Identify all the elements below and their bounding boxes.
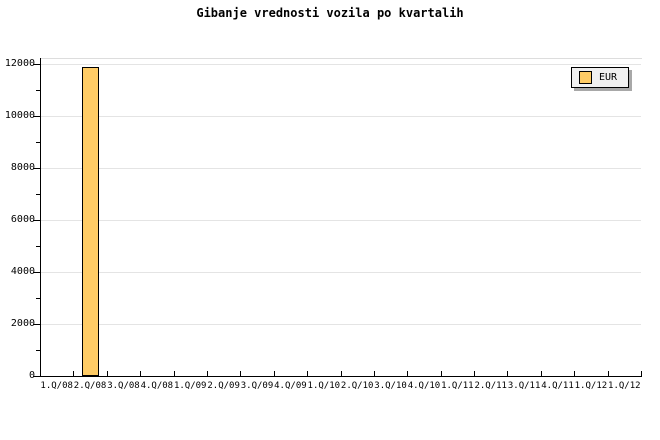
gridline: [41, 64, 641, 65]
gridline: [41, 272, 641, 273]
x-axis-tick: [73, 371, 74, 376]
legend-swatch-eur: [579, 71, 592, 84]
x-axis-tick: [608, 371, 609, 376]
x-axis-tick: [541, 371, 542, 376]
y-axis-tick-label: 12000: [4, 58, 35, 69]
x-axis-tick: [307, 371, 308, 376]
x-axis-tick-label: 1.Q/11: [441, 381, 474, 391]
x-axis-tick: [507, 371, 508, 376]
x-axis-tick-label: 2.Q/08: [73, 381, 107, 391]
y-axis-tick: [33, 272, 40, 273]
chart-title: Gibanje vrednosti vozila po kvartalih: [196, 6, 464, 20]
x-axis-tick: [374, 371, 375, 376]
gridline: [41, 220, 641, 221]
y-axis-minor-tick: [36, 142, 40, 143]
y-axis-minor-tick: [36, 246, 40, 247]
x-axis-tick-label: 2.Q/10: [340, 381, 374, 391]
x-axis-tick-label: 1.Q/10: [307, 381, 341, 391]
y-axis-tick-label: 6000: [10, 214, 35, 225]
x-axis-tick: [240, 371, 241, 376]
y-axis-tick-label: 2000: [10, 318, 35, 329]
y-axis-line: [40, 58, 41, 377]
x-axis-tick-label: 3.Q/11: [507, 381, 541, 391]
x-axis-tick: [274, 371, 275, 376]
x-axis-tick: [474, 371, 475, 376]
y-axis-tick-label: 8000: [10, 162, 35, 173]
y-axis-tick: [33, 64, 40, 65]
gridline: [41, 324, 641, 325]
y-axis-tick: [33, 116, 40, 117]
legend: EUR: [571, 67, 629, 88]
legend-label: EUR: [599, 72, 618, 83]
y-axis-minor-tick: [36, 90, 40, 91]
x-axis-tick-label: 4.Q/11: [541, 381, 574, 391]
gridline: [41, 116, 641, 117]
plot-top-outline: [40, 58, 642, 59]
x-axis-tick: [174, 371, 175, 376]
x-axis-tick: [140, 371, 141, 376]
x-axis-tick-label: 1.Q/12: [574, 381, 608, 391]
x-axis-tick: [341, 371, 342, 376]
y-axis-tick: [33, 324, 40, 325]
x-axis-tick-label: 3.Q/10: [374, 381, 407, 391]
x-axis-tick-label: 4.Q/10: [407, 381, 441, 391]
y-axis-tick-label: 0: [28, 370, 35, 381]
x-axis-line: [40, 376, 642, 377]
x-axis-tick: [641, 371, 642, 376]
x-axis-tick-label: 2.Q/09: [207, 381, 240, 391]
x-axis-tick-label: 1.Q/09: [173, 381, 207, 391]
x-axis-tick: [407, 371, 408, 376]
x-axis-tick: [107, 371, 108, 376]
x-axis-tick-label: 4.Q/08: [140, 381, 174, 391]
y-axis-minor-tick: [36, 298, 40, 299]
x-axis-tick-label: 3.Q/09: [240, 381, 274, 391]
y-axis-minor-tick: [36, 194, 40, 195]
x-axis-tick-label: 2.Q/11: [474, 381, 507, 391]
x-axis-tick: [441, 371, 442, 376]
y-axis-minor-tick: [36, 350, 40, 351]
x-axis-tick-label: 1.Q/08: [40, 381, 73, 391]
x-axis-tick: [574, 371, 575, 376]
y-axis-tick: [33, 168, 40, 169]
y-axis-tick-label: 10000: [4, 110, 35, 121]
y-axis-tick: [33, 376, 40, 377]
x-axis-tick-label: 4.Q/09: [274, 381, 307, 391]
y-axis-tick-label: 4000: [10, 266, 35, 277]
gridline: [41, 168, 641, 169]
bar-2.Q/08: [82, 67, 99, 376]
x-axis-tick-label: 3.Q/08: [107, 381, 140, 391]
x-axis-tick-label: 1.Q/12: [608, 381, 641, 391]
y-axis-tick: [33, 220, 40, 221]
x-axis-tick: [207, 371, 208, 376]
